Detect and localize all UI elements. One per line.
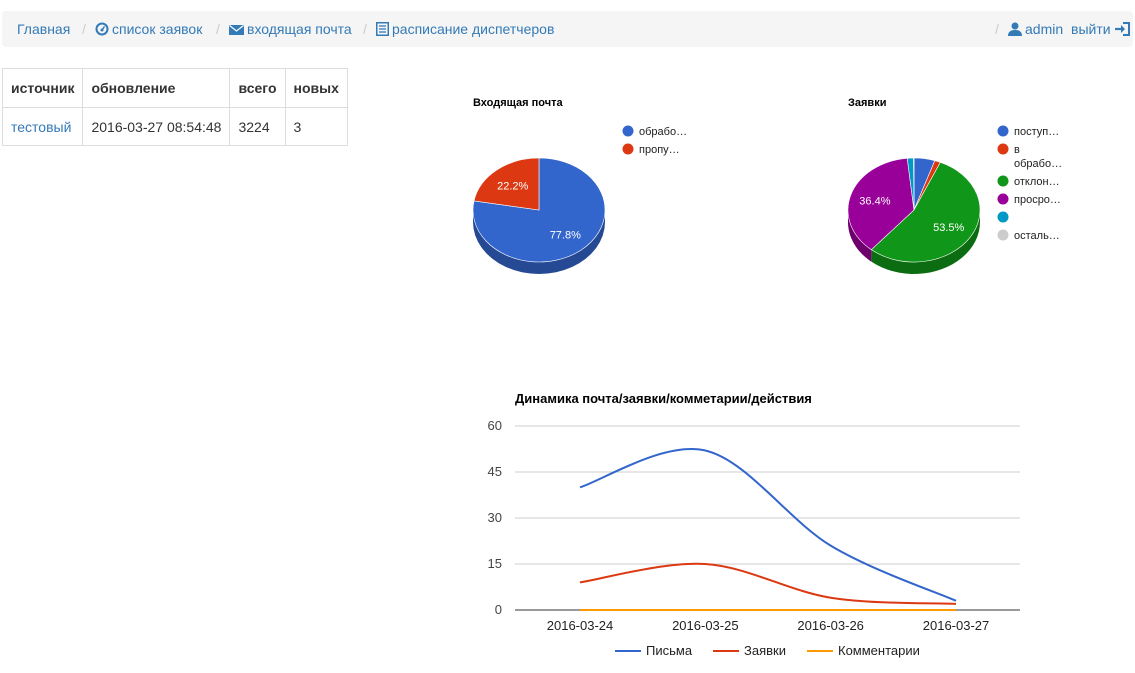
x-tick-label: 2016-03-24	[547, 618, 614, 633]
updated-cell: 2016-03-27 08:54:48	[82, 107, 231, 146]
breadcrumb-separator: /	[216, 21, 220, 37]
legend-marker	[997, 175, 1009, 187]
total-cell: 3224	[229, 107, 286, 146]
pie-slice-label: 22.2%	[497, 180, 528, 192]
column-header: обновление	[82, 68, 231, 108]
chart-title: Входящая почта	[473, 97, 563, 109]
user-icon	[1008, 22, 1022, 36]
pie-slice-label: 53.5%	[933, 222, 964, 234]
legend-marker	[997, 143, 1009, 155]
sources-table: источник обновление всего новых тестовый…	[1, 68, 348, 146]
y-tick-label: 15	[488, 556, 502, 571]
pie-slice-side	[473, 210, 605, 274]
pie-slice-side	[871, 210, 980, 274]
x-tick-label: 2016-03-27	[923, 618, 990, 633]
nav-schedule-label: расписание диспетчеров	[392, 21, 555, 37]
legend-label: Письма	[646, 643, 693, 658]
nav-user-link[interactable]: admin	[1008, 21, 1063, 37]
legend-label: отклон…	[1014, 176, 1060, 188]
inbox-pie-chart: Входящая почта 77.8% 22.2% обрабо… пропу…	[472, 97, 687, 274]
nav-logout-link[interactable]: выйти	[1071, 21, 1130, 37]
nav-user-label: admin	[1025, 21, 1064, 37]
new-count-cell: 3	[284, 107, 348, 146]
dashboard-icon	[95, 22, 109, 36]
series-line[interactable]	[579, 562, 957, 605]
legend-marker	[622, 125, 634, 137]
legend-marker	[997, 211, 1009, 223]
y-tick-label: 30	[488, 510, 502, 525]
legend-label: Комментарии	[838, 643, 920, 658]
nav-logout-label: выйти	[1071, 21, 1111, 37]
pie-slice[interactable]	[870, 161, 981, 263]
nav-requests-link[interactable]: список заявок	[95, 21, 202, 37]
legend-marker	[997, 193, 1009, 205]
legend-label: просро…	[1014, 194, 1061, 206]
legend-label: поступ…	[1014, 126, 1059, 138]
y-tick-label: 45	[488, 464, 502, 479]
breadcrumb-separator: /	[82, 21, 86, 37]
nav-requests-label: список заявок	[112, 21, 203, 37]
breadcrumb-separator: /	[363, 21, 367, 37]
pie-slice[interactable]	[847, 157, 915, 251]
nav-inbox-label: входящая почта	[247, 21, 352, 37]
source-link[interactable]: тестовый	[1, 107, 84, 146]
breadcrumb-nav: Главная / список заявок / входящая почта…	[2, 11, 1133, 47]
y-tick-label: 60	[488, 418, 502, 433]
column-header: источник	[1, 68, 84, 108]
pie-slice-label: 77.8%	[550, 230, 581, 242]
log-in-icon	[1114, 22, 1130, 36]
legend-label: в	[1014, 144, 1020, 156]
column-header: всего	[229, 68, 286, 108]
nav-home-link[interactable]: Главная	[17, 21, 71, 37]
y-tick-label: 0	[495, 602, 502, 617]
column-header: новых	[284, 68, 348, 108]
pie-slice-side	[848, 210, 872, 262]
series-line[interactable]	[579, 448, 957, 602]
envelope-icon	[229, 25, 244, 35]
table-header-row: источник обновление всего новых	[1, 68, 348, 108]
legend-label: обрабо…	[1014, 158, 1062, 170]
pie-slice[interactable]	[473, 157, 540, 211]
nav-inbox-link[interactable]: входящая почта	[229, 21, 352, 37]
legend-marker	[622, 143, 634, 155]
pie-slice-label: 36.4%	[859, 196, 890, 208]
legend-marker	[997, 125, 1009, 137]
legend-marker	[997, 229, 1009, 241]
x-tick-label: 2016-03-26	[797, 618, 864, 633]
legend-label: осталь…	[1014, 230, 1060, 242]
table-row: тестовый 2016-03-27 08:54:48 3224 3	[1, 107, 348, 146]
nav-schedule-link[interactable]: расписание диспетчеров	[376, 21, 554, 37]
chart-title: Заявки	[848, 97, 886, 109]
dynamics-line-chart: Динамика почта/заявки/комметарии/действи…	[488, 391, 1020, 658]
requests-pie-chart: Заявки 53.5% 36.4% поступ… в обрабо… отклон……	[847, 97, 1062, 274]
legend-label: Заявки	[744, 643, 786, 658]
chart-title: Динамика почта/заявки/комметарии/действи…	[515, 391, 812, 406]
legend-label: обрабо…	[639, 126, 687, 138]
legend-label: пропу…	[639, 144, 680, 156]
breadcrumb-separator: /	[995, 21, 999, 37]
pie-slice[interactable]	[472, 157, 606, 263]
list-alt-icon	[376, 22, 389, 36]
x-tick-label: 2016-03-25	[672, 618, 739, 633]
